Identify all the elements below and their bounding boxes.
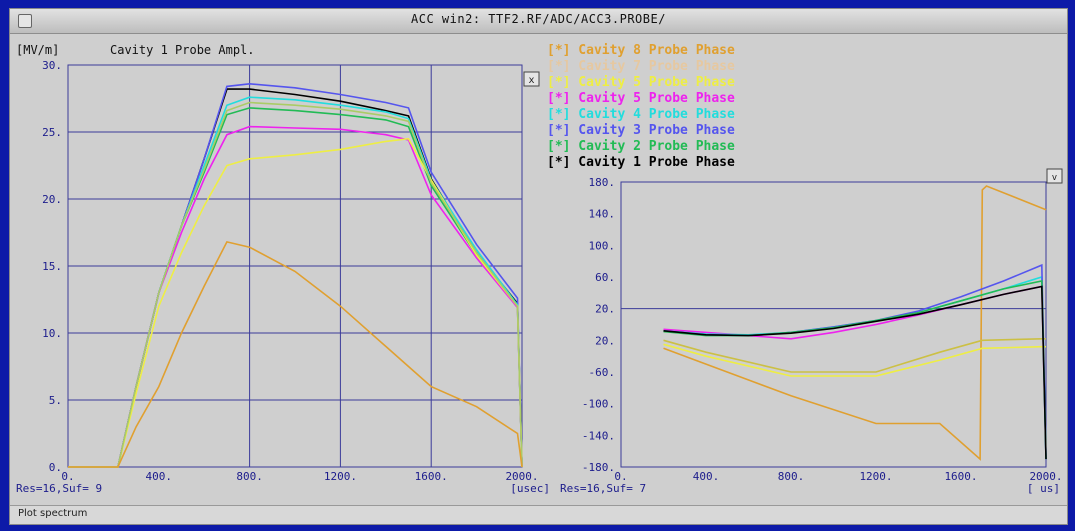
y-tick-label: 10. xyxy=(42,327,62,340)
x-tick-label: 1200. xyxy=(859,470,892,483)
y-tick-label: -100. xyxy=(582,398,615,411)
series-line-8 xyxy=(68,240,523,468)
left-plot-close-button[interactable]: x xyxy=(523,71,540,87)
title-bar[interactable]: ACC win2: TTF2.RF/ADC/ACC3.PROBE/ xyxy=(10,9,1067,34)
legend-entry: [*] Cavity 4 Probe Phase xyxy=(547,107,735,122)
phase-legend: [*] Cavity 8 Probe Phase[*] Cavity 7 Pro… xyxy=(547,43,735,170)
legend-entry: [*] Cavity 3 Probe Phase xyxy=(547,123,735,138)
series-line-3 xyxy=(663,343,1046,377)
x-tick-label: 0. xyxy=(614,470,627,483)
series-line-2 xyxy=(68,82,523,468)
series-line-1 xyxy=(663,185,1047,461)
close-icon[interactable] xyxy=(18,14,32,28)
y-tick-label: 30. xyxy=(42,59,62,72)
y-tick-label: -60. xyxy=(589,366,616,379)
x-tick-label: 0. xyxy=(61,470,74,483)
x-tick-label: 2000. xyxy=(1029,470,1062,483)
x-tick-label: 800. xyxy=(236,470,263,483)
status-text: Plot spectrum xyxy=(18,508,88,519)
plot-frame xyxy=(620,181,1047,468)
x-tick-label: 2000. xyxy=(505,470,538,483)
legend-entry: [*] Cavity 8 Probe Phase xyxy=(547,43,735,58)
series-line-6 xyxy=(68,137,523,468)
phase-chart: 0. 400. 800. 1200. 1600. 2000. 180. 140. 100. 60.… xyxy=(560,176,1063,495)
series-line-5 xyxy=(663,275,1047,460)
y-tick-label: 20. xyxy=(42,193,62,206)
series-line-3 xyxy=(68,107,523,468)
svg-text:v: v xyxy=(1052,173,1057,183)
x-tick-label: 1600. xyxy=(415,470,448,483)
series-line-2 xyxy=(663,337,1046,373)
x-axis-label: [usec] xyxy=(510,482,550,495)
x-tick-label: 1600. xyxy=(944,470,977,483)
x-tick-label: 400. xyxy=(146,470,173,483)
series-line-4 xyxy=(68,96,523,468)
y-tick-label: 5. xyxy=(49,394,62,407)
y-tick-label: 20. xyxy=(595,303,615,316)
y-tick-label: 15. xyxy=(42,260,62,273)
x-tick-label: 400. xyxy=(693,470,720,483)
footer-label: Res=16,Suf= 9 xyxy=(16,482,102,495)
y-tick-label: 20. xyxy=(595,334,615,347)
y-tick-label: -140. xyxy=(582,429,615,442)
series-line-8 xyxy=(663,285,1047,460)
legend-entry: [*] Cavity 5 Probe Phase xyxy=(547,91,735,106)
legend-entry: [*] Cavity 5 Probe Phase xyxy=(547,75,735,90)
y-tick-label: 60. xyxy=(595,271,615,284)
y-tick-label: -180. xyxy=(582,461,615,474)
amplitude-chart: 0. 400. 800. 1200. 1600. 2000. 0. 5. 10. 15. 20. 25… xyxy=(16,43,550,495)
svg-text:x: x xyxy=(528,75,534,86)
legend-entry: [*] Cavity 7 Probe Phase xyxy=(547,59,735,74)
series-line-7 xyxy=(68,101,523,468)
series-line-6 xyxy=(663,263,1047,460)
amplitude-unit-label: [MV/m] xyxy=(16,43,59,57)
series-line-5 xyxy=(68,125,523,468)
amplitude-chart-title: Cavity 1 Probe Ampl. xyxy=(110,43,255,57)
x-axis-label: [ us] xyxy=(1027,482,1060,495)
window-title: ACC win2: TTF2.RF/ADC/ACC3.PROBE/ xyxy=(411,12,666,26)
legend-entry: [*] Cavity 1 Probe Phase xyxy=(547,155,735,170)
y-tick-label: 180. xyxy=(589,176,616,189)
footer-label: Res=16,Suf= 7 xyxy=(560,482,646,495)
y-tick-label: 0. xyxy=(49,461,62,474)
x-tick-label: 1200. xyxy=(324,470,357,483)
plot-area: 0. 400. 800. 1200. 1600. 2000. 0. 5. 10. 15. 20. 25… xyxy=(16,43,1063,495)
plot-window: ACC win2: TTF2.RF/ADC/ACC3.PROBE/ 0. 400.… xyxy=(9,8,1068,525)
x-tick-label: 800. xyxy=(778,470,805,483)
right-plot-scroll-button[interactable]: v xyxy=(1046,168,1063,184)
series-line-1 xyxy=(68,88,523,468)
status-bar: Plot spectrum xyxy=(10,505,1067,524)
y-tick-label: 140. xyxy=(589,208,616,221)
legend-entry: [*] Cavity 2 Probe Phase xyxy=(547,139,735,154)
y-tick-label: 100. xyxy=(589,239,616,252)
y-tick-label: 25. xyxy=(42,126,62,139)
